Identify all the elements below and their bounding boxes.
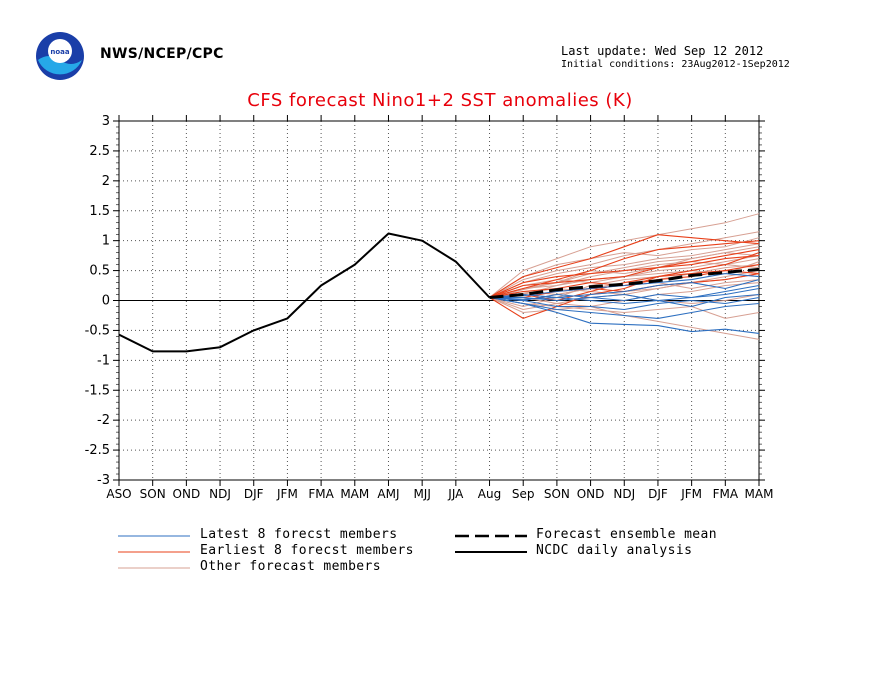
earliest-member-line: [489, 255, 760, 299]
x-tick-label: SON: [544, 487, 570, 501]
y-tick-label: 1: [102, 234, 110, 249]
x-tick-label: MAM: [340, 487, 369, 501]
y-tick-label: -1.5: [85, 383, 110, 398]
x-tick-label: DJF: [648, 487, 668, 501]
y-tick-label: 0.5: [89, 264, 110, 279]
agency-label: NWS/NCEP/CPC: [100, 46, 224, 62]
chart-title: CFS forecast Nino1+2 SST anomalies (K): [247, 90, 633, 111]
x-tick-label: OND: [173, 487, 201, 501]
x-tick-label: Sep: [512, 487, 535, 501]
latest-member-line: [489, 296, 760, 319]
legend-other-label: Other forecast members: [200, 559, 381, 574]
earliest-member-line: [489, 252, 760, 319]
logo-text: noaa: [50, 48, 70, 56]
y-tick-label: 2: [102, 174, 110, 189]
x-tick-label: ASO: [106, 487, 131, 501]
x-tick-label: MAM: [745, 487, 774, 501]
x-tick-label: Aug: [478, 487, 501, 501]
y-tick-label: 2.5: [89, 144, 110, 159]
x-tick-label: MJJ: [413, 487, 430, 501]
x-tick-label: FMA: [308, 487, 334, 501]
x-tick-label: JFM: [276, 487, 298, 501]
x-tick-label: JFM: [680, 487, 702, 501]
latest-member-line: [489, 284, 760, 305]
x-tick-label: DJF: [244, 487, 264, 501]
y-tick-label: 1.5: [89, 204, 110, 219]
other-member-line: [489, 252, 760, 298]
legend-earliest-label: Earliest 8 forecst members: [200, 543, 414, 558]
y-tick-label: -2: [97, 413, 110, 428]
other-member-line: [489, 237, 760, 298]
x-tick-label: NDJ: [613, 487, 635, 501]
legend-latest-label: Latest 8 forecst members: [200, 527, 398, 542]
x-tick-label: AMJ: [377, 487, 399, 501]
earliest-member-line: [489, 240, 760, 299]
y-tick-label: -2.5: [85, 443, 110, 458]
y-tick-label: -3: [97, 473, 110, 488]
earliest-member-line: [489, 234, 760, 298]
noaa-logo-icon: noaa: [35, 30, 85, 86]
other-member-line: [489, 297, 760, 319]
earliest-member-line: [489, 249, 760, 299]
x-tick-label: NDJ: [209, 487, 231, 501]
x-tick-label: SON: [140, 487, 166, 501]
legend-mean-label: Forecast ensemble mean: [536, 527, 717, 542]
latest-member-line: [489, 296, 760, 334]
ensemble-mean-line: [489, 267, 760, 299]
y-tick-label: 3: [102, 114, 110, 129]
last-update: Last update: Wed Sep 12 2012: [561, 44, 764, 58]
y-tick-label: 0: [102, 294, 110, 309]
latest-member-line: [489, 296, 760, 311]
x-tick-label: JJA: [447, 487, 464, 501]
x-tick-label: OND: [577, 487, 605, 501]
y-tick-label: -1: [97, 353, 110, 368]
ncdc-analysis-line: [118, 232, 491, 353]
earliest-member-line: [489, 270, 760, 302]
x-tick-label: FMA: [713, 487, 739, 501]
other-member-line: [489, 213, 760, 298]
legend-ncdc-label: NCDC daily analysis: [536, 543, 693, 558]
other-member-line: [489, 243, 760, 298]
latest-member-line: [489, 279, 760, 299]
initial-conditions: Initial conditions: 23Aug2012-1Sep2012: [561, 59, 790, 70]
y-tick-label: -0.5: [85, 323, 110, 338]
